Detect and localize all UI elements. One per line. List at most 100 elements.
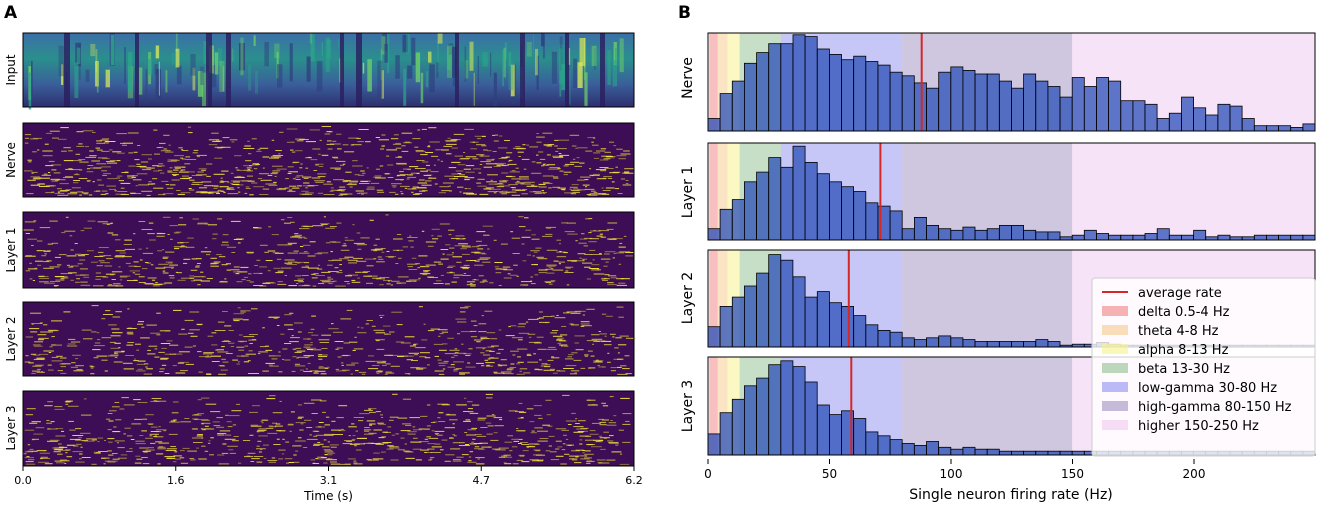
spike-mark [516, 180, 520, 182]
histogram-bar [950, 337, 964, 348]
spike-mark [451, 161, 461, 163]
spike-mark [246, 280, 251, 282]
spike-mark [510, 325, 517, 327]
spike-mark [189, 329, 200, 331]
spike-mark [593, 192, 598, 193]
spike-mark [127, 333, 134, 335]
spike-mark [486, 364, 490, 366]
spike-mark [120, 194, 129, 195]
spike-mark [344, 151, 355, 153]
spike-mark [457, 333, 461, 335]
spike-mark [60, 366, 66, 368]
spike-mark [276, 438, 280, 440]
spectrogram-band [415, 52, 421, 83]
spike-mark [411, 360, 418, 361]
spike-mark [154, 153, 160, 155]
spike-mark [90, 367, 94, 369]
spike-mark [585, 186, 588, 188]
spike-mark [547, 359, 554, 361]
spike-mark [283, 222, 291, 224]
spike-mark [106, 258, 113, 260]
spike-mark [180, 370, 188, 372]
spike-mark [241, 355, 249, 357]
spike-mark [25, 461, 34, 463]
spectrogram-band [192, 67, 196, 91]
spike-mark [477, 248, 484, 250]
spike-mark [625, 420, 630, 422]
spike-mark [534, 443, 540, 445]
spike-mark [295, 138, 305, 140]
spike-mark [317, 442, 321, 443]
spike-mark [31, 172, 34, 174]
spike-mark [563, 252, 568, 254]
spike-mark [596, 459, 606, 461]
spectrogram-band [428, 51, 432, 63]
spike-mark [546, 154, 551, 156]
spike-mark [478, 323, 487, 325]
spike-mark [449, 419, 458, 421]
spike-mark [258, 351, 268, 353]
spike-mark [292, 187, 299, 189]
spike-mark [529, 421, 535, 423]
spike-mark [618, 246, 626, 248]
spike-mark [417, 267, 420, 269]
spectrogram-band [176, 65, 182, 85]
spike-mark [489, 350, 495, 352]
spike-mark [123, 142, 133, 144]
spike-mark [95, 272, 102, 274]
spike-mark [229, 139, 238, 141]
spike-mark [217, 321, 225, 323]
histogram-bar [1181, 96, 1195, 132]
spike-mark [566, 222, 576, 224]
spike-mark [25, 270, 31, 272]
spike-mark [338, 194, 343, 196]
spike-mark [72, 451, 83, 453]
spike-mark [622, 368, 630, 370]
spike-mark [220, 369, 228, 371]
spike-mark [531, 161, 536, 163]
spike-mark [453, 370, 458, 372]
spike-mark [238, 191, 241, 193]
histogram-bar [926, 224, 940, 241]
spike-mark [297, 437, 302, 439]
spike-mark [582, 452, 585, 454]
histogram-bar [1278, 125, 1292, 132]
spike-mark [589, 238, 600, 240]
spike-mark [106, 185, 116, 187]
row-label-nerve: Nerve [4, 142, 18, 178]
spike-mark [503, 454, 511, 456]
spike-mark [287, 190, 296, 192]
spike-mark [299, 228, 310, 230]
spike-mark [276, 258, 282, 260]
spectrogram-band [171, 52, 175, 65]
spike-mark [430, 452, 441, 453]
spike-mark [379, 165, 384, 167]
spike-mark [311, 315, 316, 317]
spike-mark [542, 164, 545, 166]
spike-mark [193, 442, 203, 443]
spike-mark [366, 320, 373, 321]
spike-mark [336, 370, 347, 372]
spike-mark [339, 189, 346, 190]
spike-mark [27, 450, 38, 452]
spike-mark [190, 280, 195, 282]
spike-mark [118, 180, 124, 182]
histogram-bar [877, 329, 891, 348]
spike-mark [121, 350, 125, 352]
spike-mark [348, 341, 358, 343]
spike-mark [81, 329, 92, 331]
histogram-bar [1035, 80, 1049, 132]
spike-mark [381, 251, 385, 253]
spike-mark [610, 420, 613, 421]
spike-mark [538, 417, 543, 419]
spike-mark [206, 163, 213, 165]
spike-mark [244, 169, 252, 171]
spike-mark [454, 245, 465, 247]
spike-mark [488, 183, 498, 185]
spike-mark [236, 363, 240, 365]
spike-mark [605, 261, 609, 263]
spike-mark [480, 338, 490, 340]
spike-mark [220, 191, 225, 192]
spike-mark [420, 415, 428, 417]
spike-mark [308, 332, 314, 334]
